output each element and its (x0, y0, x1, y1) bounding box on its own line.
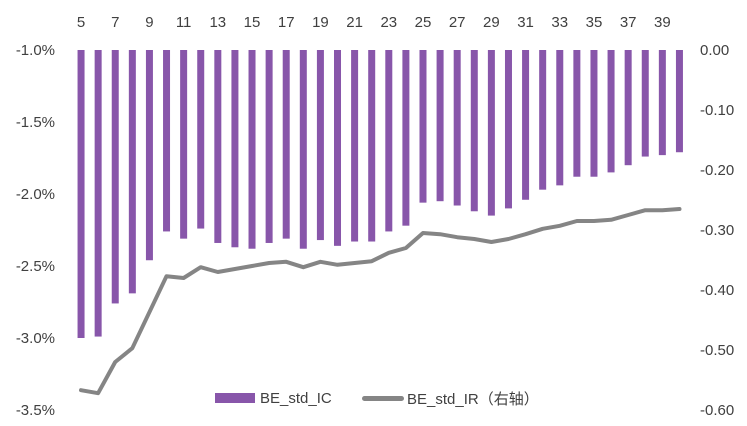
bar-21 (351, 50, 359, 242)
x-tick-label: 5 (77, 14, 85, 31)
bar-38 (641, 50, 649, 157)
bar-5 (77, 50, 85, 338)
bar-29 (487, 50, 495, 216)
bar-36 (607, 50, 615, 173)
right-tick-label: -0.30 (700, 222, 734, 239)
bar-31 (522, 50, 530, 200)
bar-series (77, 50, 683, 338)
legend-item-line: BE_std_IR（右轴） (362, 386, 539, 410)
bar-12 (197, 50, 205, 229)
bar-18 (299, 50, 307, 249)
bar-11 (180, 50, 188, 239)
legend-label-line: BE_std_IR（右轴） (407, 390, 539, 408)
bar-13 (214, 50, 222, 243)
right-tick-label: -0.60 (700, 402, 734, 419)
bar-7 (111, 50, 119, 304)
x-tick-label: 23 (380, 14, 397, 31)
left-tick-label: -1.5% (16, 114, 55, 131)
x-tick-label: 21 (346, 14, 363, 31)
bar-9 (145, 50, 153, 261)
left-tick-label: -3.0% (16, 330, 55, 347)
right-axis-ticks: 0.00 -0.10 -0.20 -0.30 -0.40 -0.50 -0.60 (700, 42, 734, 419)
left-tick-label: -1.0% (16, 42, 55, 59)
x-tick-label: 27 (449, 14, 466, 31)
bar-25 (419, 50, 427, 203)
bar-32 (539, 50, 547, 190)
legend: BE_std_IC BE_std_IR（右轴） (0, 386, 747, 410)
left-tick-label: -3.5% (16, 402, 55, 419)
left-axis-ticks: -1.0% -1.5% -2.0% -2.5% -3.0% -3.5% (16, 42, 55, 419)
line-ir (79, 207, 682, 396)
bar-28 (470, 50, 478, 212)
right-tick-label: -0.40 (700, 282, 734, 299)
x-tick-label: 35 (586, 14, 603, 31)
bar-39 (658, 50, 666, 156)
x-tick-label: 19 (312, 14, 329, 31)
bar-34 (573, 50, 581, 177)
bar-22 (368, 50, 376, 242)
bar-30 (504, 50, 512, 209)
bar-23 (385, 50, 393, 232)
bar-6 (94, 50, 102, 337)
x-tick-label: 33 (551, 14, 568, 31)
x-tick-label: 39 (654, 14, 671, 31)
x-tick-label: 29 (483, 14, 500, 31)
x-tick-label: 15 (244, 14, 261, 31)
left-tick-label: -2.0% (16, 186, 55, 203)
right-tick-label: -0.20 (700, 162, 734, 179)
x-tick-label: 7 (111, 14, 119, 31)
bar-33 (556, 50, 564, 186)
right-tick-label: -0.10 (700, 102, 734, 119)
legend-swatch-bar (215, 393, 255, 403)
line-series (79, 207, 682, 396)
bar-14 (231, 50, 239, 248)
bar-26 (436, 50, 444, 202)
bar-15 (248, 50, 256, 249)
bar-27 (453, 50, 461, 206)
legend-swatch-line (362, 395, 404, 401)
right-tick-label: -0.50 (700, 342, 734, 359)
bar-8 (128, 50, 136, 294)
x-tick-label: 13 (209, 14, 226, 31)
x-tick-label: 9 (145, 14, 153, 31)
bar-40 (675, 50, 683, 153)
bar-19 (316, 50, 324, 241)
bar-20 (334, 50, 342, 246)
legend-label-bar: BE_std_IC (260, 389, 332, 407)
x-tick-label: 25 (415, 14, 432, 31)
bar-17 (282, 50, 290, 239)
x-tick-label: 17 (278, 14, 295, 31)
x-tick-label: 31 (517, 14, 534, 31)
x-tick-labels: 5 7 9 11 13 15 17 19 21 23 25 27 29 31 33 35 37 39 (77, 14, 671, 31)
legend-item-bar: BE_std_IC (215, 386, 332, 410)
bar-10 (163, 50, 171, 232)
x-tick-label: 11 (176, 14, 192, 31)
bar-16 (265, 50, 273, 243)
right-tick-label: 0.00 (700, 42, 729, 59)
bar-24 (402, 50, 410, 226)
bar-35 (590, 50, 598, 177)
left-tick-label: -2.5% (16, 258, 55, 275)
bar-37 (624, 50, 632, 166)
x-tick-label: 37 (620, 14, 637, 31)
